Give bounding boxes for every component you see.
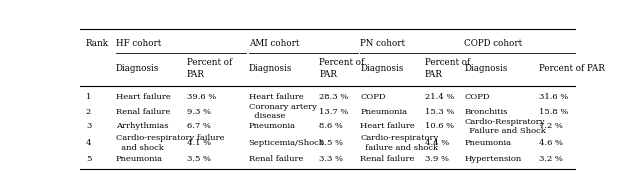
Text: Rank: Rank xyxy=(86,39,109,48)
Text: 5: 5 xyxy=(86,155,92,163)
Text: 3.3 %: 3.3 % xyxy=(319,155,343,163)
Text: 3: 3 xyxy=(86,122,92,130)
Text: Heart failure: Heart failure xyxy=(116,93,170,101)
Text: Heart failure: Heart failure xyxy=(249,93,303,101)
Text: 9.3 %: 9.3 % xyxy=(187,108,211,116)
Text: 39.6 %: 39.6 % xyxy=(187,93,216,101)
Text: Renal failure: Renal failure xyxy=(116,108,170,116)
Text: Renal failure: Renal failure xyxy=(249,155,303,163)
Text: COPD: COPD xyxy=(465,93,490,101)
Text: Hypertension: Hypertension xyxy=(465,155,522,163)
Text: Cardio-respiratory
  failure and shock: Cardio-respiratory failure and shock xyxy=(360,134,438,152)
Text: 4.6 %: 4.6 % xyxy=(539,139,563,147)
Text: 4: 4 xyxy=(86,139,92,147)
Text: 13.7 %: 13.7 % xyxy=(319,108,348,116)
Text: 21.4 %: 21.4 % xyxy=(425,93,454,101)
Text: HF cohort: HF cohort xyxy=(116,39,161,48)
Text: Pneumonia: Pneumonia xyxy=(249,122,296,130)
Text: 15.3 %: 15.3 % xyxy=(425,108,454,116)
Text: Heart failure: Heart failure xyxy=(360,122,415,130)
Text: 4.1 %: 4.1 % xyxy=(187,139,211,147)
Text: Diagnosis: Diagnosis xyxy=(465,64,508,73)
Text: COPD: COPD xyxy=(360,93,386,101)
Text: Septicemia/Shock: Septicemia/Shock xyxy=(249,139,324,147)
Text: Diagnosis: Diagnosis xyxy=(249,64,292,73)
Text: COPD cohort: COPD cohort xyxy=(465,39,522,48)
Text: 4.4 %: 4.4 % xyxy=(425,139,449,147)
Text: 8.6 %: 8.6 % xyxy=(319,122,343,130)
Text: Pneumonia: Pneumonia xyxy=(360,108,407,116)
Text: Arrhythmias: Arrhythmias xyxy=(116,122,168,130)
Text: Percent of
PAR: Percent of PAR xyxy=(187,58,232,79)
Text: 3.5 %: 3.5 % xyxy=(187,155,211,163)
Text: Cardio-Respiratory
  Failure and Shock: Cardio-Respiratory Failure and Shock xyxy=(465,118,547,135)
Text: AMI cohort: AMI cohort xyxy=(249,39,299,48)
Text: Renal failure: Renal failure xyxy=(360,155,415,163)
Text: PN cohort: PN cohort xyxy=(360,39,405,48)
Text: 2: 2 xyxy=(86,108,92,116)
Text: 31.6 %: 31.6 % xyxy=(539,93,568,101)
Text: 15.8 %: 15.8 % xyxy=(539,108,568,116)
Text: Percent of PAR: Percent of PAR xyxy=(539,64,605,73)
Text: Diagnosis: Diagnosis xyxy=(360,64,404,73)
Text: 10.6 %: 10.6 % xyxy=(425,122,454,130)
Text: Bronchitis: Bronchitis xyxy=(465,108,508,116)
Text: 1: 1 xyxy=(86,93,92,101)
Text: 5.5 %: 5.5 % xyxy=(319,139,343,147)
Text: Percent of
PAR: Percent of PAR xyxy=(425,58,470,79)
Text: Pneumonia: Pneumonia xyxy=(465,139,511,147)
Text: 28.3 %: 28.3 % xyxy=(319,93,348,101)
Text: Cardio-respiratory failure
  and shock: Cardio-respiratory failure and shock xyxy=(116,134,224,152)
Text: Diagnosis: Diagnosis xyxy=(116,64,159,73)
Text: 7.2 %: 7.2 % xyxy=(539,122,563,130)
Text: 6.7 %: 6.7 % xyxy=(187,122,211,130)
Text: 3.2 %: 3.2 % xyxy=(539,155,563,163)
Text: 3.9 %: 3.9 % xyxy=(425,155,449,163)
Text: Pneumonia: Pneumonia xyxy=(116,155,163,163)
Text: Percent of
PAR: Percent of PAR xyxy=(319,58,364,79)
Text: Coronary artery
  disease: Coronary artery disease xyxy=(249,103,317,120)
